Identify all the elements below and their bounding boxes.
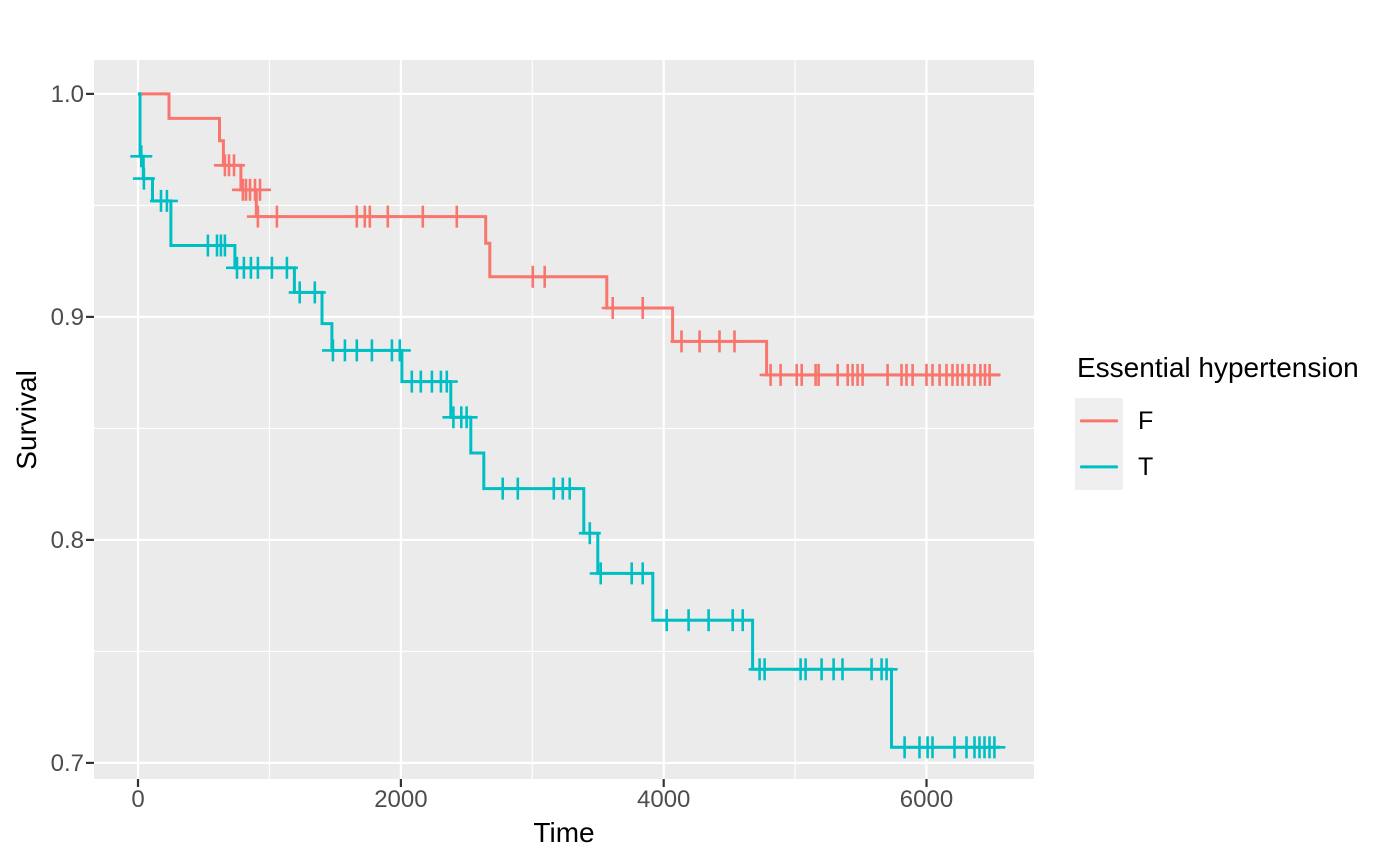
y-tick-label: 0.8 [51,527,84,554]
x-tick-label: 0 [131,786,144,813]
legend-key-line-f [1080,419,1118,423]
legend-key-t [1075,444,1123,490]
legend-key-f [1075,398,1123,444]
legend-key-line-t [1080,465,1118,469]
y-tick-label: 0.9 [51,304,84,331]
legend-title: Essential hypertension [1077,352,1359,383]
x-tick-label: 6000 [900,786,953,813]
legend: Essential hypertension F T [1075,352,1359,490]
legend-label-t: T [1138,452,1154,481]
y-tick-label: 1.0 [51,81,84,108]
y-tick-label: 0.7 [51,750,84,777]
survival-curve-T [138,92,1001,749]
legend-item-t: T [1075,444,1359,490]
legend-item-f: F [1075,398,1359,444]
x-tick-label: 4000 [637,786,690,813]
legend-label-f: F [1138,406,1154,435]
x-tick-label: 2000 [374,786,427,813]
x-axis-title: Time [533,817,595,848]
y-axis-title: Survival [11,370,42,470]
